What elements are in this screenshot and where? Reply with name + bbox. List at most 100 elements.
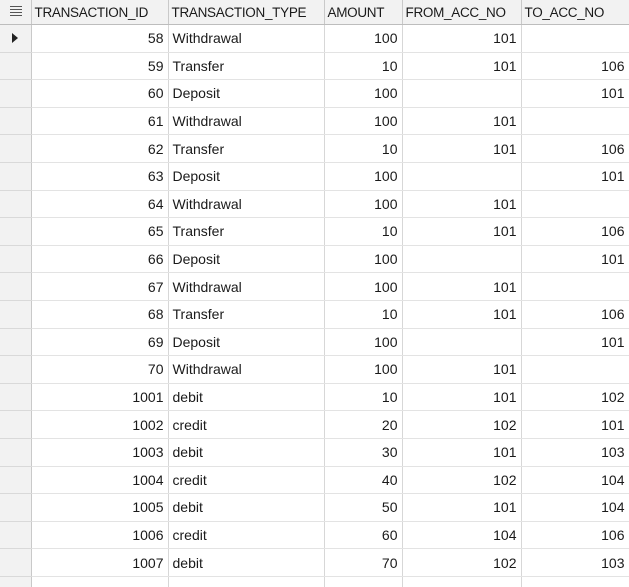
cell-transaction-type[interactable]: Withdrawal (168, 24, 325, 53)
cell-transaction-id[interactable]: 1002 (31, 410, 169, 439)
cell-amount[interactable]: 60 (324, 521, 403, 550)
row-indicator-cell[interactable] (0, 493, 32, 522)
table-row[interactable]: 70 Withdrawal 100 101 (0, 355, 629, 384)
cell-transaction-type[interactable]: Transfer (168, 217, 325, 246)
cell-transaction-id[interactable] (31, 576, 169, 587)
cell-transaction-type[interactable]: Withdrawal (168, 272, 325, 301)
cell-from-acc-no[interactable] (402, 162, 522, 191)
cell-transaction-id[interactable]: 68 (31, 300, 169, 329)
cell-to-acc-no[interactable]: 101 (521, 328, 629, 357)
cell-amount[interactable]: 10 (324, 383, 403, 412)
cell-from-acc-no[interactable] (402, 79, 522, 108)
cell-transaction-id[interactable]: 1004 (31, 466, 169, 495)
cell-amount[interactable]: 100 (324, 272, 403, 301)
cell-transaction-id[interactable]: 1001 (31, 383, 169, 412)
row-indicator-cell[interactable] (0, 162, 32, 191)
row-indicator-cell[interactable] (0, 272, 32, 301)
cell-to-acc-no[interactable]: 106 (521, 52, 629, 81)
row-indicator-cell[interactable] (0, 355, 32, 384)
cell-transaction-type[interactable]: Deposit (168, 162, 325, 191)
cell-from-acc-no[interactable] (402, 328, 522, 357)
cell-transaction-type[interactable]: credit (168, 466, 325, 495)
cell-transaction-id[interactable]: 1003 (31, 438, 169, 467)
cell-transaction-id[interactable]: 58 (31, 24, 169, 53)
cell-amount[interactable]: 20 (324, 410, 403, 439)
column-header-from-acc-no[interactable]: FROM_ACC_NO (402, 0, 522, 25)
table-row[interactable]: 58 Withdrawal 100 101 (0, 24, 629, 53)
cell-transaction-id[interactable]: 64 (31, 190, 169, 219)
table-row[interactable]: 1003 debit 30 101 103 (0, 438, 629, 467)
cell-transaction-id[interactable]: 1006 (31, 521, 169, 550)
cell-from-acc-no[interactable]: 101 (402, 24, 522, 53)
table-row[interactable]: 1005 debit 50 101 104 (0, 493, 629, 522)
cell-to-acc-no[interactable]: 102 (521, 383, 629, 412)
cell-transaction-type[interactable]: Withdrawal (168, 355, 325, 384)
cell-to-acc-no[interactable]: 101 (521, 245, 629, 274)
cell-transaction-id[interactable]: 62 (31, 134, 169, 163)
row-indicator-cell[interactable] (0, 328, 32, 357)
cell-amount[interactable]: 100 (324, 190, 403, 219)
cell-transaction-id[interactable]: 66 (31, 245, 169, 274)
table-row[interactable]: 63 Deposit 100 101 (0, 162, 629, 191)
cell-from-acc-no[interactable]: 101 (402, 300, 522, 329)
cell-to-acc-no[interactable] (521, 24, 629, 53)
table-row[interactable]: 62 Transfer 10 101 106 (0, 134, 629, 163)
cell-transaction-type[interactable]: Transfer (168, 300, 325, 329)
table-row[interactable]: 68 Transfer 10 101 106 (0, 300, 629, 329)
table-row[interactable]: 60 Deposit 100 101 (0, 79, 629, 108)
grid-menu-icon[interactable] (10, 6, 22, 17)
cell-from-acc-no[interactable]: 101 (402, 383, 522, 412)
row-indicator-cell[interactable] (0, 576, 32, 587)
table-row[interactable]: 67 Withdrawal 100 101 (0, 272, 629, 301)
table-row[interactable]: 1007 debit 70 102 103 (0, 548, 629, 577)
cell-to-acc-no[interactable]: 103 (521, 548, 629, 577)
cell-from-acc-no[interactable]: 101 (402, 52, 522, 81)
row-indicator-cell[interactable] (0, 300, 32, 329)
row-indicator-cell[interactable] (0, 383, 32, 412)
table-row[interactable]: 69 Deposit 100 101 (0, 328, 629, 357)
cell-transaction-type[interactable]: Deposit (168, 79, 325, 108)
cell-to-acc-no[interactable] (521, 107, 629, 136)
table-row[interactable]: 1004 credit 40 102 104 (0, 466, 629, 495)
cell-from-acc-no[interactable]: 102 (402, 548, 522, 577)
row-indicator-cell[interactable] (0, 548, 32, 577)
cell-amount[interactable]: 100 (324, 107, 403, 136)
row-indicator-cell[interactable] (0, 79, 32, 108)
cell-to-acc-no[interactable] (521, 190, 629, 219)
table-row[interactable]: 1006 credit 60 104 106 (0, 521, 629, 550)
cell-to-acc-no[interactable]: 104 (521, 466, 629, 495)
column-header-to-acc-no[interactable]: TO_ACC_NO (521, 0, 629, 25)
cell-amount[interactable]: 30 (324, 438, 403, 467)
table-row[interactable]: 1002 credit 20 102 101 (0, 410, 629, 439)
cell-from-acc-no[interactable]: 101 (402, 272, 522, 301)
cell-from-acc-no[interactable]: 101 (402, 107, 522, 136)
row-indicator-cell[interactable] (0, 190, 32, 219)
cell-amount[interactable]: 100 (324, 355, 403, 384)
row-indicator-cell[interactable] (0, 245, 32, 274)
cell-amount[interactable]: 50 (324, 493, 403, 522)
row-indicator-cell[interactable] (0, 24, 32, 53)
cell-transaction-id[interactable]: 69 (31, 328, 169, 357)
row-indicator-cell[interactable] (0, 521, 32, 550)
cell-from-acc-no[interactable]: 101 (402, 438, 522, 467)
cell-amount[interactable]: 100 (324, 24, 403, 53)
cell-to-acc-no[interactable]: 101 (521, 410, 629, 439)
cell-from-acc-no[interactable]: 101 (402, 493, 522, 522)
cell-amount[interactable]: 40 (324, 466, 403, 495)
cell-transaction-id[interactable]: 65 (31, 217, 169, 246)
cell-to-acc-no[interactable] (521, 576, 629, 587)
cell-transaction-type[interactable]: debit (168, 383, 325, 412)
row-indicator-cell[interactable] (0, 466, 32, 495)
cell-from-acc-no[interactable]: 101 (402, 190, 522, 219)
cell-transaction-type[interactable]: Deposit (168, 245, 325, 274)
cell-transaction-type[interactable]: debit (168, 548, 325, 577)
table-row[interactable]: 1001 debit 10 101 102 (0, 383, 629, 412)
cell-to-acc-no[interactable]: 103 (521, 438, 629, 467)
cell-transaction-type[interactable]: Transfer (168, 52, 325, 81)
column-header-transaction-id[interactable]: TRANSACTION_ID (31, 0, 169, 25)
cell-amount[interactable]: 10 (324, 300, 403, 329)
table-row[interactable]: 59 Transfer 10 101 106 (0, 52, 629, 81)
cell-to-acc-no[interactable]: 106 (521, 217, 629, 246)
cell-from-acc-no[interactable]: 102 (402, 466, 522, 495)
